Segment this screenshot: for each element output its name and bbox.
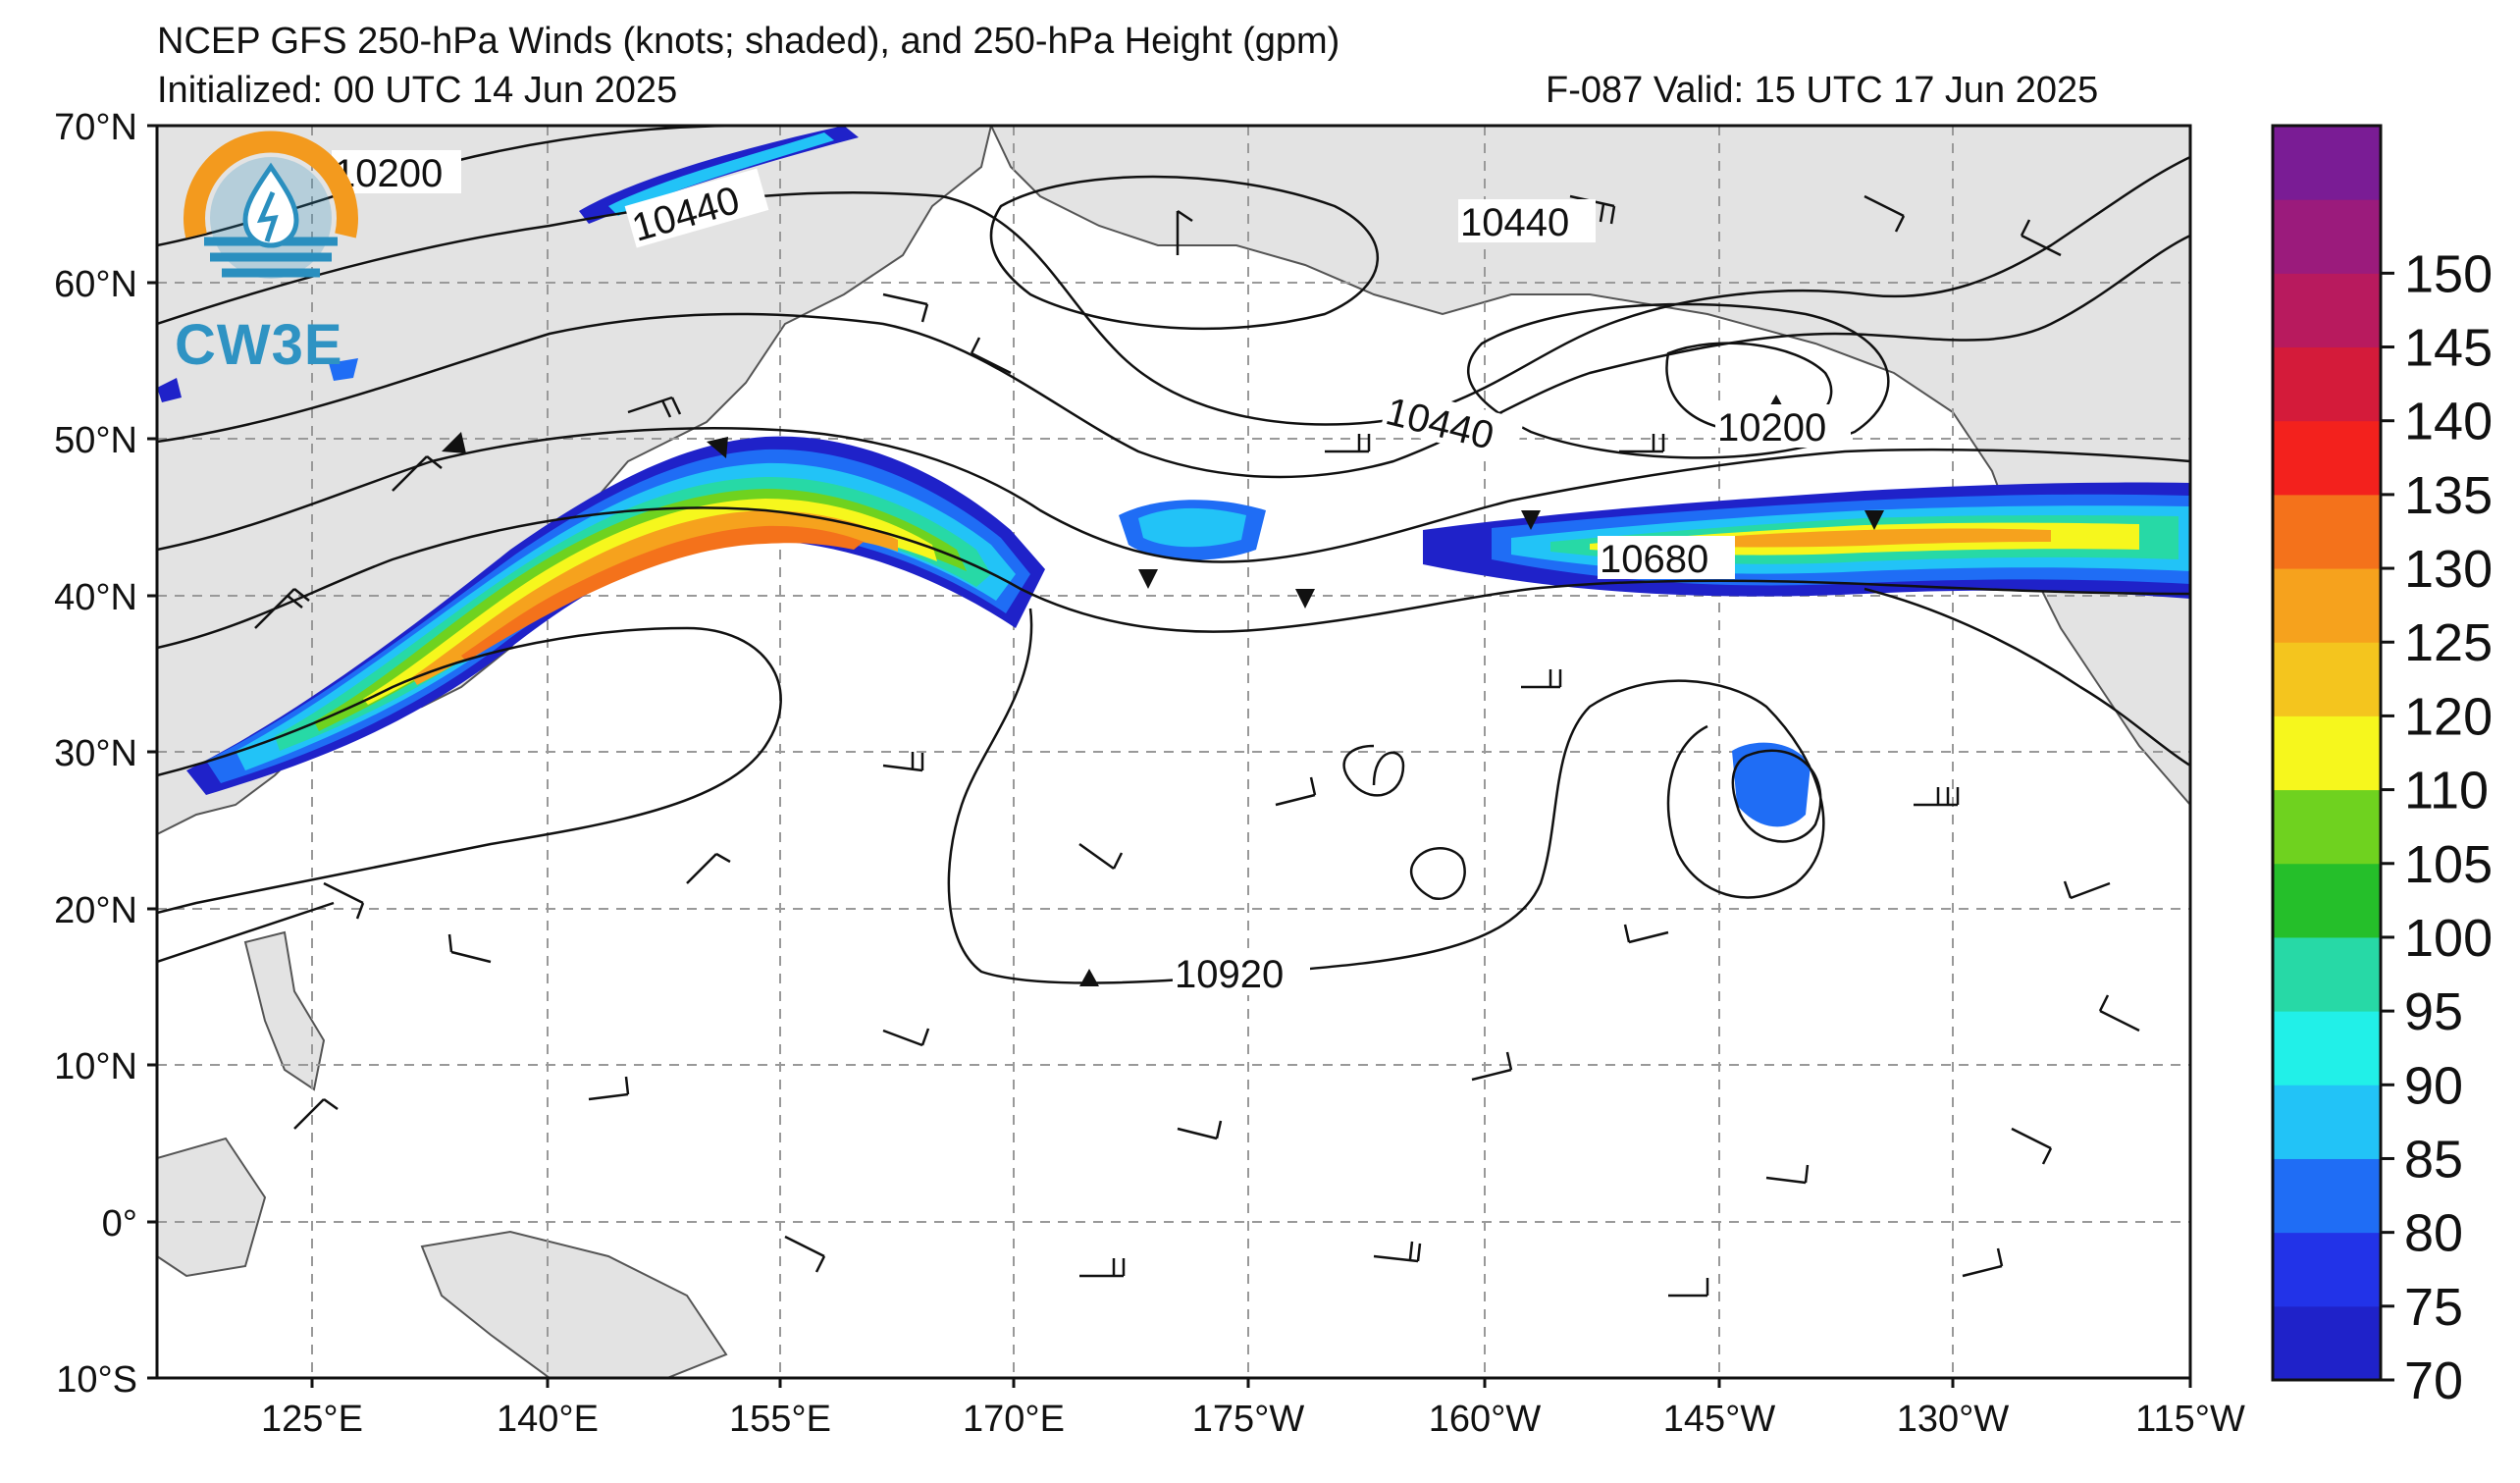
lat-label: 10°S [56, 1359, 137, 1401]
lat-label: 50°N [54, 420, 137, 461]
colorbar-tick-label: 100 [2404, 909, 2493, 968]
colorbar-frame [2271, 124, 2383, 1382]
lat-label: 30°N [54, 733, 137, 774]
colorbar-tick-label: 75 [2404, 1278, 2463, 1337]
wind-barb-pennants [442, 395, 1884, 986]
valid-time: F-087 Valid: 15 UTC 17 Jun 2025 [1546, 70, 2099, 111]
colorbar-tick-label: 145 [2404, 319, 2493, 378]
lat-label: 0° [102, 1203, 137, 1245]
colorbar-tick-label: 95 [2404, 982, 2463, 1041]
colorbar-bin [2273, 568, 2381, 643]
colorbar-tick-label: 150 [2404, 244, 2493, 303]
colorbar-tick-label: 70 [2404, 1351, 2463, 1410]
colorbar-tick-label: 120 [2404, 687, 2493, 746]
contour-label: 10920 [1175, 953, 1284, 996]
colorbar-bin [2273, 789, 2381, 865]
colorbar-bin [2273, 936, 2381, 1012]
wind-barbs [254, 194, 2140, 1298]
lon-label: 115°W [2135, 1399, 2245, 1440]
colorbar-tick-label: 110 [2404, 762, 2489, 821]
contour-label: 10680 [1600, 538, 1708, 581]
lon-label: 175°W [1192, 1399, 1305, 1440]
lon-label: 145°W [1663, 1399, 1776, 1440]
colorbar-bin [2273, 199, 2381, 274]
colorbar-bin [2273, 1158, 2381, 1234]
lon-label: 160°W [1429, 1399, 1542, 1440]
height-contours [157, 126, 2190, 984]
lon-label: 155°E [729, 1399, 831, 1440]
colorbar-bin [2273, 273, 2381, 348]
colorbar-bin [2273, 1305, 2381, 1381]
colorbar-bin [2273, 863, 2381, 938]
lat-label: 60°N [54, 264, 137, 305]
lon-label: 125°E [261, 1399, 363, 1440]
logo-wordmark: CW3E [175, 313, 343, 377]
colorbar-tick-label: 125 [2404, 613, 2493, 672]
contour-label: 10440 [1460, 201, 1569, 244]
latitude-labels: 70°N 60°N 50°N 40°N 30°N 20°N 10°N 0° 10… [54, 107, 137, 1401]
map-title: NCEP GFS 250-hPa Winds (knots; shaded), … [157, 21, 1340, 62]
cw3e-logo [184, 131, 358, 279]
lon-label: 170°E [963, 1399, 1065, 1440]
colorbar-tick-label: 105 [2404, 835, 2493, 894]
jet-streak-west [186, 436, 1045, 795]
colorbar-bin [2273, 420, 2381, 496]
colorbar-bin [2273, 715, 2381, 791]
colorbar-tick-label: 135 [2404, 466, 2493, 525]
lat-label: 70°N [54, 107, 137, 148]
colorbar-bin [2273, 346, 2381, 422]
axis-ticks [147, 124, 2192, 1388]
colorbar-tick-label: 140 [2404, 393, 2493, 451]
colorbar-bin [2273, 494, 2381, 569]
map-body: 10200 10440 10440 10440 10200 10680 1092… [157, 126, 2190, 1378]
land-borneo [157, 1137, 267, 1278]
colorbar-tick-label: 130 [2404, 540, 2493, 599]
colorbar-bin [2273, 642, 2381, 716]
lat-label: 10°N [54, 1046, 137, 1087]
initialized-time: Initialized: 00 UTC 14 Jun 2025 [157, 70, 678, 111]
lat-label: 20°N [54, 890, 137, 931]
colorbar-tick-label: 80 [2404, 1204, 2463, 1263]
land-new-guinea [420, 1230, 728, 1378]
colorbar-bin [2273, 1232, 2381, 1307]
colorbar: 70 75 80 85 90 95 100 105 110 120 125 130 135 140 145 1… [2271, 124, 2493, 1410]
colorbar-tick-label: 85 [2404, 1130, 2463, 1189]
contour-label: 10200 [1717, 406, 1826, 450]
lon-label: 140°E [497, 1399, 599, 1440]
longitude-labels: 125°E 140°E 155°E 170°E 175°W 160°W 145°… [261, 1399, 2245, 1440]
colorbar-tick-label: 90 [2404, 1056, 2463, 1115]
colorbar-bin [2273, 1011, 2381, 1086]
colorbar-bin [2273, 126, 2381, 200]
logo-ring [184, 131, 358, 238]
contour-label-group: 10200 10440 10440 10440 10200 10680 1092… [332, 150, 1851, 996]
colorbar-bin [2273, 1085, 2381, 1159]
water-drop-lightning-icon [242, 162, 299, 248]
lat-label: 40°N [54, 577, 137, 618]
lon-label: 130°W [1897, 1399, 2010, 1440]
